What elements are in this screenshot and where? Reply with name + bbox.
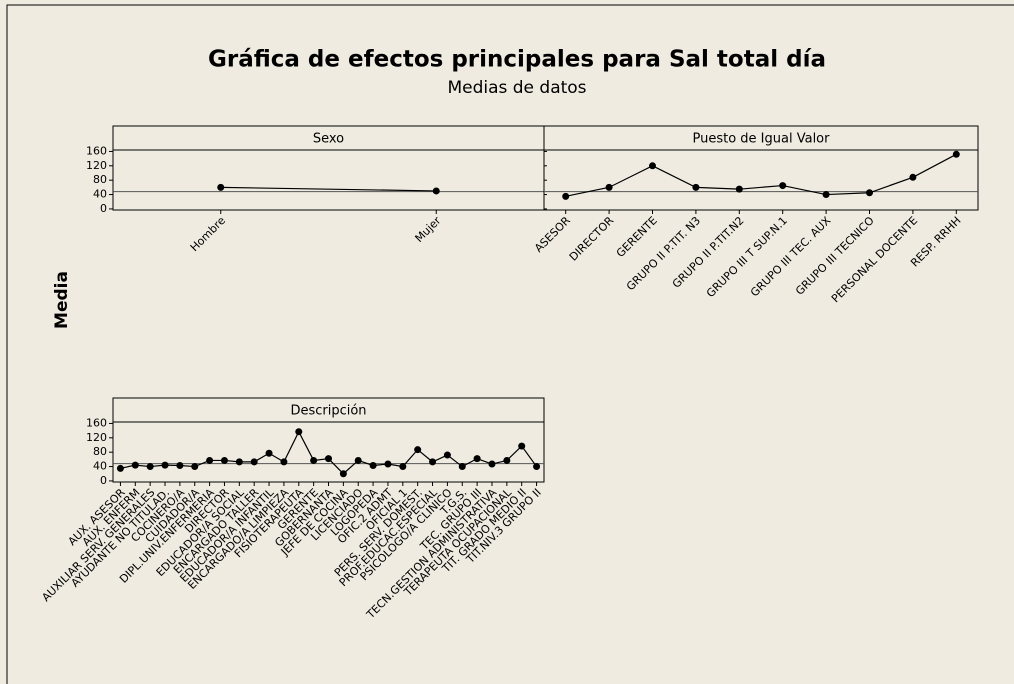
data-point [131,461,139,469]
data-point [220,456,228,464]
y-tick-label: 0 [100,202,107,215]
data-point [443,451,451,459]
x-tick-label: ASESOR [532,214,573,255]
y-tick-label: 160 [86,416,107,429]
chart-subtitle: Medias de datos [447,78,586,98]
y-axis-label: Media [52,271,72,329]
data-point [952,150,960,158]
x-tick-label: Mujer [413,214,444,245]
line [120,430,538,475]
y-tick-label: 80 [93,173,107,186]
panel-title: Sexo [313,132,344,147]
data-point [414,446,422,454]
y-tick-label: 0 [100,474,107,487]
data-point [735,185,743,193]
x-tick-label: DIRECTOR [567,214,617,264]
data-point [384,460,392,468]
data-point [176,461,184,469]
data-point [399,463,407,471]
chart-title: Gráfica de efectos principales para Sal … [208,47,826,73]
x-tick-label: PERSONAL DOCENTE [829,214,920,305]
plot-area [112,421,545,483]
data-point [533,463,541,471]
data-point [503,456,511,464]
data-point [692,183,700,191]
data-point [369,461,377,469]
y-tick-label: 40 [93,460,107,473]
data-point [779,182,787,190]
x-tick-label: GERENTE [614,214,660,260]
x-tick-label: GRUPO II P.TIT. N3 [624,214,703,293]
data-point [295,428,303,436]
data-point [649,162,656,170]
data-point [518,442,526,450]
data-point [339,470,347,478]
data-point [146,463,154,471]
data-point [250,458,258,466]
data-point [161,461,169,469]
panel-title: Descripción [290,404,366,419]
data-point [217,183,225,191]
panel-title: Puesto de Igual Valor [693,132,831,147]
y-tick-label: 120 [86,159,107,172]
data-point [265,449,273,457]
data-point [866,189,873,197]
plot-area [112,149,545,211]
data-point [473,455,481,463]
data-point [458,463,466,471]
data-point [235,458,243,466]
data-point [432,187,440,195]
x-tick-label: Hombre [188,214,228,254]
line [565,153,957,197]
data-point [280,458,288,466]
data-point [206,456,214,464]
data-point [488,460,496,468]
x-tick-label: AUXILIAR SERV. GENERALES [39,486,157,604]
y-tick-label: 120 [86,431,107,444]
data-point [116,464,124,472]
data-point [191,463,199,471]
data-point [325,455,332,463]
data-point [562,192,570,200]
line [220,186,437,192]
data-point [909,173,917,181]
x-tick-label: GRUPO III T SUP.N.1 [704,214,790,300]
data-point [310,456,318,464]
y-tick-label: 160 [86,144,107,157]
y-tick-label: 40 [93,188,107,201]
y-tick-label: 80 [93,445,107,458]
frame [6,4,1014,684]
data-point [822,191,830,199]
data-point [429,458,437,466]
data-point [354,456,362,464]
x-tick-label: GRUPO III TEC. AUX [748,214,834,300]
x-tick-label: GRUPO III TECNICO [793,214,877,298]
data-point [605,183,613,191]
